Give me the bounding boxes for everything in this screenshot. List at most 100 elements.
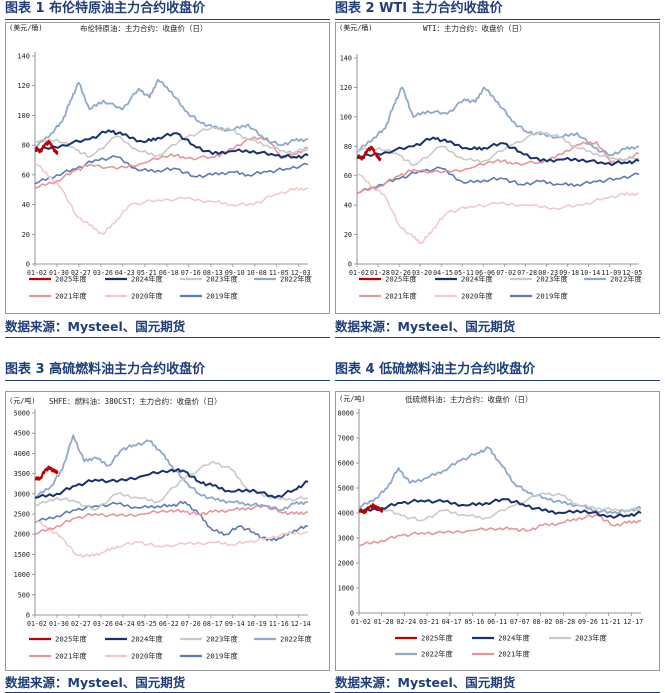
x-tick-label: 07-16 — [181, 269, 201, 277]
y-tick-label: 140 — [340, 55, 352, 63]
y-tick-label: 80 — [22, 142, 30, 150]
legend-label: 2022年度 — [280, 275, 312, 284]
legend-label: 2023年度 — [575, 634, 607, 643]
x-tick-label: 11-05 — [269, 269, 289, 277]
legend-label: 2021年度 — [55, 292, 87, 301]
series-line-2021年度 — [34, 136, 309, 189]
y-tick-label: 5000 — [338, 485, 354, 493]
legend-label: 2023年度 — [206, 275, 238, 284]
y-tick-label: 120 — [340, 84, 352, 92]
x-tick-label: 03-26 — [93, 620, 113, 628]
y-tick-label: 7000 — [338, 435, 354, 443]
legend-label: 2019年度 — [206, 292, 238, 301]
x-tick-label: 10-19 — [247, 620, 267, 628]
figure-4-title: 图表 4 低硫燃料油主力合约收盘价 — [335, 362, 536, 377]
legend-label: 2024年度 — [131, 635, 163, 644]
series-line-2020年度 — [34, 162, 309, 236]
series-line-2024年度 — [34, 129, 309, 159]
x-tick-label: 09-10 — [225, 269, 245, 277]
x-tick-label: 01-30 — [49, 269, 69, 277]
y-tick-label: 100 — [340, 113, 352, 121]
figure-1-chart: (美元/桶) 布伦特原油：主力合约：收盘价（日） 0 20 40 60 80 100 120 14… — [9, 23, 312, 301]
legend-label: 2021年度 — [385, 292, 417, 301]
x-tick-label: 12-05 — [622, 269, 642, 277]
y-tick-label: 120 — [17, 82, 30, 90]
y-tick-label: 1000 — [14, 571, 30, 579]
x-tick-label: 06-11 — [487, 618, 507, 626]
series-line-2025年度 — [358, 503, 384, 515]
series-line-2023年度 — [34, 460, 309, 511]
legend-label: 2025年度 — [385, 275, 417, 284]
unit-label: (美元/桶) — [339, 23, 373, 32]
series-line-2021年度 — [356, 141, 640, 195]
x-tick-label: 11-21 — [601, 618, 621, 626]
series-line-2025年度 — [356, 145, 382, 162]
x-tick-label: 12-14 — [291, 620, 311, 628]
x-tick-label: 01-28 — [374, 618, 394, 626]
unit-label: (元/吨) — [9, 396, 36, 405]
x-tick-label: 10-08 — [247, 269, 267, 277]
chart-title: 布伦特原油：主力合约：收盘价（日） — [80, 23, 208, 33]
series-line-2020年度 — [356, 172, 640, 245]
x-tick-label: 01-30 — [49, 620, 69, 628]
x-tick-label: 02-26 — [391, 269, 411, 277]
x-tick-label: 07-28 — [517, 269, 537, 277]
x-tick-label: 05-25 — [137, 620, 157, 628]
figure-1-chart-frame — [5, 22, 330, 314]
legend-label: 2021年度 — [498, 650, 530, 659]
x-tick-label: 01-02 — [349, 269, 369, 277]
series-line-2022年度 — [34, 434, 309, 511]
legend-label: 2024年度 — [131, 275, 163, 284]
series-line-2022年度 — [34, 78, 309, 149]
y-tick-label: 0 — [26, 261, 30, 269]
series-line-2022年度 — [356, 86, 640, 157]
y-tick-label: 0 — [26, 612, 30, 620]
x-tick-label: 08-13 — [203, 269, 223, 277]
unit-label: (元/吨) — [339, 394, 366, 403]
y-tick-label: 60 — [344, 172, 352, 180]
legend-label: 2023年度 — [206, 635, 238, 644]
chart-title: SHFE：燃料油：380CST：主力合约：收盘价（日） — [49, 396, 222, 406]
series-line-2024年度 — [358, 498, 642, 519]
y-tick-label: 40 — [344, 202, 352, 210]
y-tick-label: 4500 — [14, 430, 30, 438]
series-line-2023年度 — [358, 492, 642, 522]
unit-label: (美元/桶) — [9, 23, 43, 32]
series-line-2019年度 — [356, 166, 640, 195]
y-tick-label: 2000 — [338, 560, 354, 568]
y-tick-label: 20 — [22, 231, 30, 239]
chart-title: 低硫燃料油：主力合约：收盘价（日） — [405, 394, 533, 404]
x-tick-label: 12-03 — [291, 269, 311, 277]
x-tick-label: 07-20 — [181, 620, 201, 628]
x-tick-label: 01-28 — [370, 269, 390, 277]
x-tick-label: 09-18 — [559, 269, 579, 277]
x-tick-label: 07-02 — [496, 269, 516, 277]
y-tick-label: 3000 — [14, 490, 30, 498]
figure-4-chart-frame — [335, 391, 660, 671]
x-tick-label: 02-27 — [71, 269, 91, 277]
series-line-2022年度 — [358, 446, 642, 515]
legend-label: 2022年度 — [280, 635, 312, 644]
x-tick-label: 02-27 — [71, 620, 91, 628]
legend-label: 2021年度 — [55, 652, 87, 661]
x-tick-label: 03-20 — [412, 269, 432, 277]
legend-label: 2023年度 — [536, 275, 568, 284]
x-tick-label: 05-11 — [454, 269, 474, 277]
figure-3-title-rule — [5, 380, 330, 381]
y-tick-label: 5000 — [14, 410, 30, 418]
series-line-2025年度 — [34, 465, 59, 481]
x-tick-label: 03-26 — [93, 269, 113, 277]
x-tick-label: 08-02 — [533, 618, 553, 626]
figure-3-source: 数据来源：Mysteel、国元期货 — [5, 675, 186, 690]
figure-2-source: 数据来源：Mysteel、国元期货 — [335, 319, 516, 334]
series-line-2024年度 — [34, 468, 309, 499]
x-tick-label: 06-18 — [159, 269, 179, 277]
x-tick-label: 01-02 — [27, 620, 47, 628]
legend-label: 2024年度 — [461, 275, 493, 284]
y-tick-label: 2500 — [14, 511, 30, 519]
legend-label: 2020年度 — [461, 292, 493, 301]
x-tick-label: 04-24 — [115, 620, 135, 628]
x-tick-label: 05-16 — [464, 618, 484, 626]
x-tick-label: 08-28 — [555, 618, 575, 626]
chart-title: WTI：主力合约：收盘价（日） — [423, 23, 527, 33]
